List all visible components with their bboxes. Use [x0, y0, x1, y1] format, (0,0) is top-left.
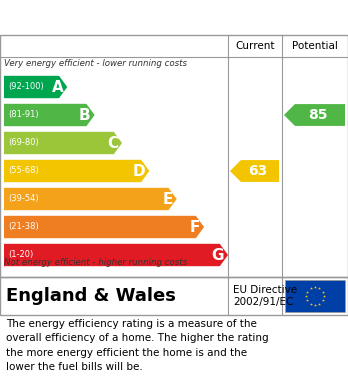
- Bar: [285, 280, 345, 312]
- Text: England & Wales: England & Wales: [6, 287, 176, 305]
- Text: Energy Efficiency Rating: Energy Efficiency Rating: [63, 10, 285, 25]
- Polygon shape: [284, 104, 345, 126]
- Text: 85: 85: [308, 108, 327, 122]
- Text: Not energy efficient - higher running costs: Not energy efficient - higher running co…: [4, 258, 187, 267]
- Polygon shape: [4, 216, 204, 238]
- Text: Potential: Potential: [292, 41, 338, 51]
- Polygon shape: [4, 132, 122, 154]
- Polygon shape: [230, 160, 279, 182]
- Text: Current: Current: [235, 41, 275, 51]
- Polygon shape: [4, 188, 177, 210]
- Text: E: E: [162, 192, 173, 206]
- Text: (39-54): (39-54): [8, 194, 39, 203]
- Text: (1-20): (1-20): [8, 251, 33, 260]
- Polygon shape: [4, 104, 95, 126]
- Text: (69-80): (69-80): [8, 138, 39, 147]
- Text: D: D: [133, 163, 145, 179]
- Text: (81-91): (81-91): [8, 111, 39, 120]
- Text: (55-68): (55-68): [8, 167, 39, 176]
- Text: A: A: [52, 79, 63, 95]
- Text: F: F: [190, 219, 200, 235]
- Text: (21-38): (21-38): [8, 222, 39, 231]
- Polygon shape: [4, 244, 228, 266]
- Text: The energy efficiency rating is a measure of the
overall efficiency of a home. T: The energy efficiency rating is a measur…: [6, 319, 269, 372]
- Text: (92-100): (92-100): [8, 83, 44, 91]
- Text: EU Directive
2002/91/EC: EU Directive 2002/91/EC: [233, 285, 297, 307]
- Text: Very energy efficient - lower running costs: Very energy efficient - lower running co…: [4, 59, 187, 68]
- Text: C: C: [107, 136, 118, 151]
- Text: 63: 63: [248, 164, 267, 178]
- Text: B: B: [79, 108, 90, 122]
- Polygon shape: [4, 76, 67, 98]
- Polygon shape: [4, 160, 149, 182]
- Text: G: G: [212, 248, 224, 262]
